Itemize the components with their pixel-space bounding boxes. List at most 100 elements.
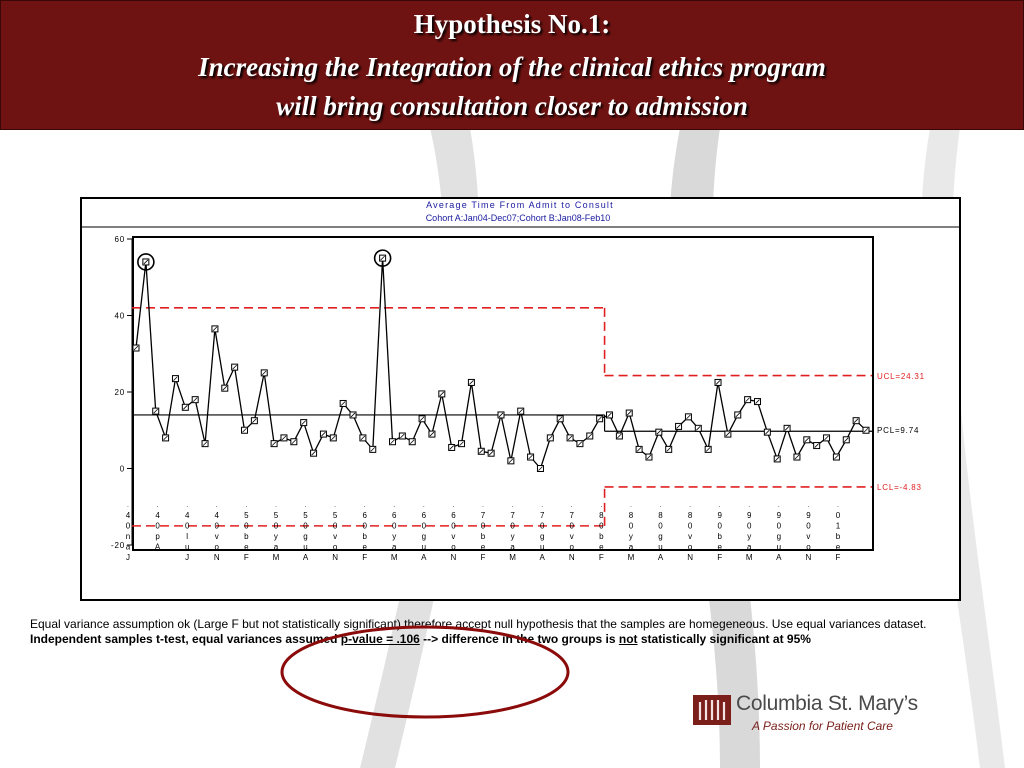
x-tick-dot: . [660, 503, 662, 509]
data-point-mark [656, 429, 662, 435]
data-point-mark [478, 449, 484, 454]
x-tick-char: M [273, 553, 280, 562]
data-point-mark [291, 439, 297, 445]
data-point-mark [686, 414, 691, 420]
data-point-mark [735, 412, 741, 418]
header-title: Hypothesis No.1: [413, 9, 611, 39]
x-tick-char: e [362, 543, 367, 552]
data-point-mark [331, 435, 336, 441]
x-tick-char: 0 [777, 522, 782, 531]
x-tick-char: y [747, 532, 751, 541]
p-value: p-value = .106 [340, 632, 420, 646]
data-point-mark [508, 458, 514, 464]
x-tick-dot: . [157, 503, 159, 509]
x-tick-char: y [392, 532, 396, 541]
x-tick-char: N [332, 553, 338, 562]
x-tick-char: u [777, 543, 781, 552]
header-subtitle-line2: will bring consultation closer to admiss… [276, 91, 748, 121]
x-tick-char: N [214, 553, 220, 562]
plot-area-shadow [132, 236, 874, 551]
data-point-mark [469, 380, 474, 385]
x-tick-dot: . [808, 503, 810, 509]
x-tick-char: 0 [333, 522, 338, 531]
x-tick-char: o [333, 543, 338, 552]
x-tick-char: 0 [126, 522, 131, 531]
note-line2-a: Independent samples t-test, equal varian… [30, 632, 341, 646]
x-tick-dot: . [423, 503, 425, 509]
x-tick-char: M [628, 553, 635, 562]
x-tick-dot: . [245, 503, 247, 509]
x-tick-char: 0 [540, 522, 545, 531]
logo-tagline: A Passion for Patient Care [752, 719, 893, 733]
x-tick-char: 0 [185, 522, 190, 531]
data-point-mark [321, 431, 326, 437]
x-tick-char: a [747, 543, 752, 552]
data-point-mark [597, 416, 602, 422]
data-point-mark [360, 435, 366, 441]
x-tick-char: 8 [688, 511, 693, 520]
data-point-mark [794, 454, 800, 460]
y-tick-label: -20 [111, 541, 125, 550]
chart-title: Average Time From Admit to Consult [426, 200, 614, 210]
data-point-mark [370, 447, 376, 452]
x-tick-char: o [451, 543, 456, 552]
x-tick-char: 6 [392, 511, 397, 520]
x-tick-char: o [806, 543, 811, 552]
data-point-mark [528, 454, 533, 460]
x-tick-dot: . [748, 503, 750, 509]
x-tick-char: 1 [836, 522, 841, 531]
data-point-mark [409, 439, 415, 445]
x-tick-char: 0 [481, 522, 486, 531]
x-tick-char: 4 [185, 511, 190, 520]
x-tick-dot: . [275, 503, 277, 509]
x-tick-char: e [481, 543, 486, 552]
data-point-mark [617, 433, 622, 439]
x-tick-char: o [570, 543, 575, 552]
x-tick-char: u [540, 543, 544, 552]
x-tick-char: o [688, 543, 693, 552]
x-tick-char: A [155, 543, 161, 552]
x-tick-dot: . [689, 503, 691, 509]
data-point-mark [705, 447, 711, 452]
data-point-mark [626, 410, 632, 416]
x-tick-char: N [806, 553, 812, 562]
x-tick-char: b [836, 532, 841, 541]
data-point-mark [824, 435, 829, 441]
x-tick-char: b [244, 532, 249, 541]
outlier-circle [137, 253, 155, 271]
data-point-mark [636, 447, 642, 452]
data-point-mark [676, 424, 681, 429]
x-tick-char: u [422, 543, 426, 552]
data-point-mark [853, 418, 859, 423]
x-tick-char: b [717, 532, 722, 541]
data-point-mark [429, 431, 435, 437]
x-tick-dot: . [334, 503, 336, 509]
x-tick-char: o [215, 543, 220, 552]
x-tick-char: 0 [688, 522, 693, 531]
x-tick-char: 6 [362, 511, 367, 520]
x-tick-dot: . [364, 503, 366, 509]
data-point-mark [183, 405, 188, 410]
x-tick-char: 9 [806, 511, 811, 520]
data-point-mark [133, 345, 139, 351]
x-tick-char: v [333, 532, 337, 541]
data-point-mark [814, 443, 819, 448]
slide-header: Hypothesis No.1: Increasing the Integrat… [0, 0, 1024, 130]
x-tick-char: 0 [747, 522, 752, 531]
data-point-mark [173, 376, 178, 381]
x-tick-char: 6 [422, 511, 427, 520]
x-tick-char: A [658, 553, 664, 562]
x-tick-char: 7 [481, 511, 486, 520]
x-tick-char: A [539, 553, 545, 562]
data-point-mark [281, 435, 287, 441]
x-tick-dot: . [778, 503, 780, 509]
x-tick-char: v [570, 532, 574, 541]
x-tick-char: F [362, 553, 367, 562]
x-tick-char: g [658, 532, 662, 541]
data-point-mark [577, 441, 583, 446]
x-tick-char: F [599, 553, 604, 562]
data-point-mark [587, 433, 593, 439]
x-tick-char: 9 [747, 511, 752, 520]
x-tick-char: 0 [155, 522, 160, 531]
x-tick-char: N [687, 553, 693, 562]
